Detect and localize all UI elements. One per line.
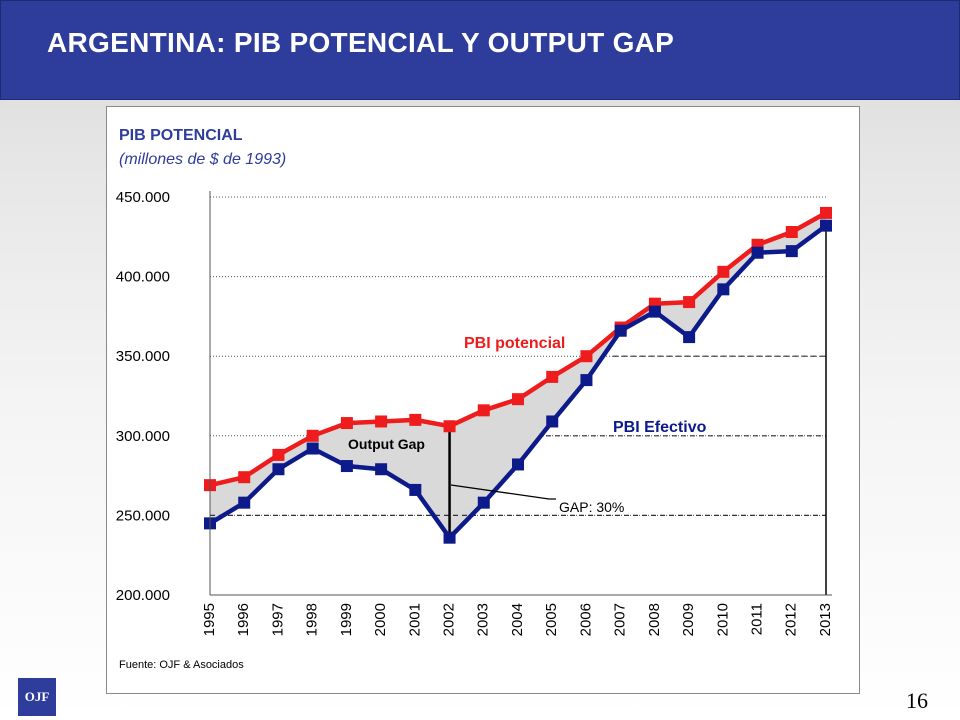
slide-title: ARGENTINA: PIB POTENCIAL Y OUTPUT GAP	[47, 27, 675, 58]
data-point-potencial	[238, 471, 251, 484]
x-tick-label: 1995	[201, 603, 218, 636]
y-tick-label: 350.000	[116, 348, 170, 365]
x-tick-label: 1998	[304, 603, 321, 636]
y-tick-label: 450.000	[116, 189, 170, 206]
annotation-output-gap: Output Gap	[348, 436, 425, 452]
chart-panel: PIB POTENCIAL (millones de $ de 1993) 20…	[106, 106, 860, 694]
data-point-efectivo	[409, 483, 422, 496]
x-tick-label: 2012	[783, 603, 800, 636]
y-tick-label: 300.000	[116, 428, 170, 445]
y-tick-label: 200.000	[116, 587, 170, 604]
line-chart: PIB POTENCIAL (millones de $ de 1993) 20…	[116, 127, 834, 671]
data-point-efectivo	[614, 324, 627, 337]
data-point-potencial	[512, 393, 524, 406]
data-point-potencial	[477, 404, 490, 417]
data-point-potencial	[785, 226, 798, 239]
chart-subtitle: (millones de $ de 1993)	[119, 151, 286, 168]
data-point-efectivo	[648, 305, 661, 318]
data-point-potencial	[820, 206, 832, 219]
output-gap-area	[210, 212, 826, 538]
x-tick-label: 2011	[749, 603, 766, 635]
data-point-potencial	[683, 296, 696, 309]
slide-header: ARGENTINA: PIB POTENCIAL Y OUTPUT GAP	[0, 0, 960, 100]
x-tick-label: 2013	[817, 603, 834, 636]
series-label-potencial: PBI potencial	[464, 335, 565, 352]
data-point-efectivo	[272, 463, 285, 476]
x-tick-label: 2007	[612, 603, 629, 636]
data-point-efectivo	[751, 246, 764, 259]
data-point-potencial	[717, 265, 730, 278]
y-tick-label: 250.000	[116, 507, 170, 524]
x-tick-label: 2000	[372, 603, 389, 636]
x-tick-label: 2006	[577, 603, 594, 636]
data-point-efectivo	[477, 496, 490, 509]
x-tick-label: 2003	[475, 603, 492, 636]
annotation-gap-30: GAP: 30%	[559, 499, 624, 515]
x-tick-label: 2002	[441, 603, 458, 636]
data-point-efectivo	[580, 374, 593, 387]
x-tick-label: 2001	[406, 603, 423, 636]
data-point-potencial	[272, 448, 285, 461]
x-tick-label: 1999	[338, 603, 355, 636]
x-tick-label: 2008	[646, 603, 663, 636]
annotation-leader-line	[450, 484, 556, 500]
x-tick-label: 2009	[680, 603, 697, 636]
data-point-efectivo	[340, 460, 353, 473]
data-point-efectivo	[717, 283, 730, 296]
data-point-efectivo	[546, 415, 559, 428]
data-point-efectivo	[820, 219, 832, 232]
page-number: 16	[906, 688, 928, 713]
x-tick-label: 2010	[714, 603, 731, 636]
x-tick-label: 1996	[235, 603, 252, 636]
data-point-efectivo	[306, 442, 319, 455]
chart-source: Fuente: OJF & Asociados	[119, 659, 244, 671]
data-point-efectivo	[375, 463, 388, 476]
data-point-potencial	[306, 429, 319, 442]
data-point-potencial	[580, 350, 593, 363]
data-point-efectivo	[683, 331, 696, 344]
data-point-potencial	[409, 413, 422, 426]
series-label-efectivo: PBI Efectivo	[613, 419, 707, 436]
chart-title: PIB POTENCIAL	[119, 127, 243, 144]
x-tick-label: 2005	[543, 603, 560, 636]
data-point-efectivo	[443, 531, 456, 544]
ojf-logo: OJF	[18, 678, 56, 716]
data-point-efectivo	[238, 496, 251, 509]
x-tick-label: 2004	[509, 603, 526, 636]
data-point-potencial	[375, 415, 388, 428]
data-point-efectivo	[512, 458, 524, 471]
data-point-potencial	[546, 370, 559, 383]
data-point-potencial	[443, 420, 456, 433]
y-tick-label: 400.000	[116, 269, 170, 286]
data-point-efectivo	[785, 245, 798, 258]
data-point-potencial	[340, 417, 353, 430]
x-tick-label: 1997	[269, 603, 286, 636]
